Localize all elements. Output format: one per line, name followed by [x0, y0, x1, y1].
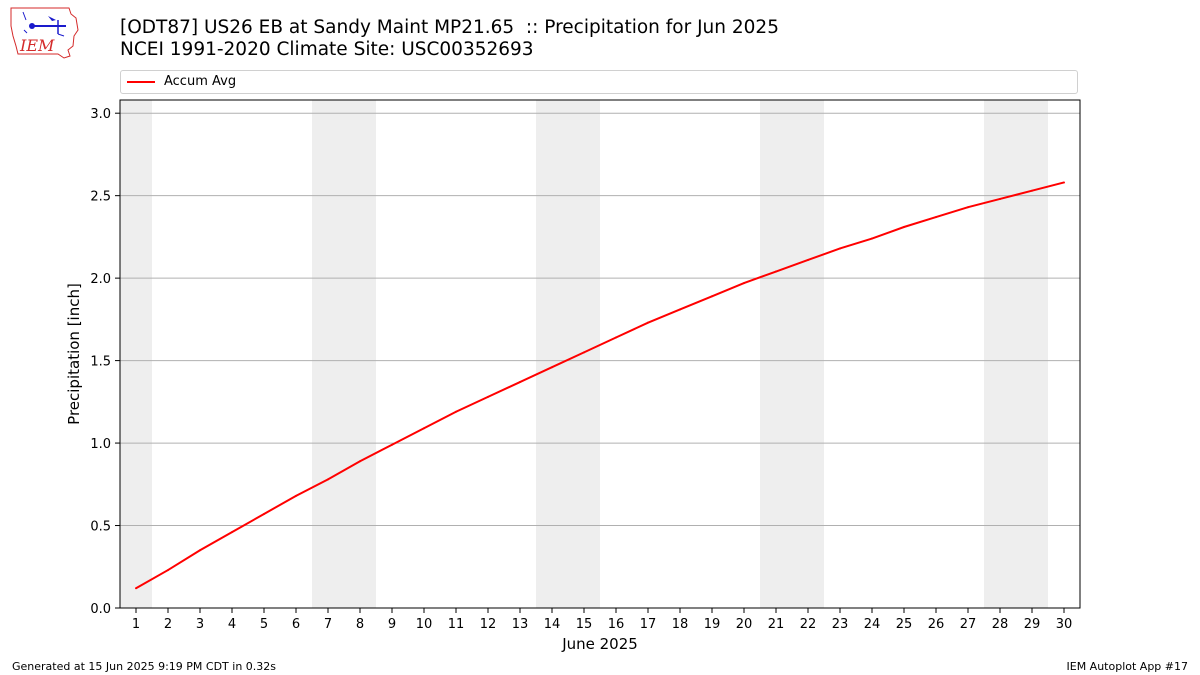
data-point: [583, 351, 585, 354]
data-point: [263, 512, 265, 515]
data-point: [423, 427, 425, 430]
footer-generated: Generated at 15 Jun 2025 9:19 PM CDT in …: [12, 660, 277, 673]
data-point: [455, 410, 457, 413]
data-point: [807, 258, 809, 261]
data-point: [711, 295, 713, 298]
y-axis-ticks: 0.0 0.5 1.0 1.5 2.0 2.5 3.0: [90, 107, 120, 617]
plot-frame: [119, 99, 1081, 609]
x-tick-label: 3: [196, 617, 204, 632]
legend: Accum Avg: [120, 70, 1078, 94]
x-tick-label: 8: [356, 617, 364, 632]
x-tick-label: 24: [864, 617, 881, 632]
x-axis-ticks: 1 2 3 4 5 6 7 8 9 10 11 12 13 14 15 16 17 18 19 20 21 22 23 24 2…: [132, 608, 1072, 632]
data-point: [967, 206, 969, 209]
weather-station-icon: [22, 11, 66, 37]
chart-subtitle: NCEI 1991-2020 Climate Site: USC00352693: [120, 39, 534, 60]
data-point: [167, 569, 169, 572]
data-point: [903, 226, 905, 228]
x-tick-label: 18: [672, 617, 689, 632]
footer-app-id: IEM Autoplot App #17: [1066, 660, 1189, 673]
x-tick-label: 4: [228, 617, 236, 632]
data-point: [679, 308, 681, 311]
y-axis-label: Precipitation [inch]: [65, 283, 83, 425]
x-tick-label: 2: [164, 617, 172, 632]
x-tick-label: 6: [292, 617, 300, 632]
weekend-band: [120, 100, 152, 608]
x-axis-label: June 2025: [561, 635, 638, 653]
x-tick-label: 9: [388, 617, 396, 632]
x-tick-label: 5: [260, 617, 268, 632]
data-point: [935, 216, 937, 219]
x-tick-label: 15: [576, 617, 593, 632]
data-point: [359, 460, 361, 463]
data-point: [871, 237, 873, 240]
x-tick-label: 1: [132, 617, 140, 632]
x-tick-label: 13: [512, 617, 529, 632]
weekend-band: [984, 100, 1048, 608]
y-tick-label: 3.0: [90, 107, 111, 122]
x-tick-label: 12: [480, 617, 497, 632]
series-layer: [135, 181, 1065, 590]
y-tick-label: 0.5: [90, 520, 111, 535]
logo-text: IEM: [19, 36, 55, 55]
legend-swatch-accum-avg: [127, 81, 155, 83]
series-line-accum-avg: [135, 181, 1065, 590]
chart-title: [ODT87] US26 EB at Sandy Maint MP21.65 :…: [120, 17, 779, 38]
iem-logo: IEM: [10, 7, 79, 59]
data-point: [551, 366, 553, 369]
data-point: [647, 321, 649, 324]
y-tick-label: 1.5: [90, 355, 111, 370]
data-point: [839, 247, 841, 250]
x-tick-label: 27: [960, 617, 977, 632]
x-tick-label: 23: [832, 617, 849, 632]
data-point: [231, 531, 233, 534]
data-point: [135, 587, 137, 590]
x-tick-label: 30: [1056, 617, 1073, 632]
data-point: [487, 395, 489, 398]
y-tick-label: 2.0: [90, 272, 111, 287]
data-point: [295, 494, 297, 497]
y-tick-label: 2.5: [90, 190, 111, 205]
data-point: [519, 381, 521, 384]
data-point: [743, 282, 745, 285]
x-tick-label: 21: [768, 617, 785, 632]
data-point: [1031, 189, 1033, 192]
x-tick-label: 16: [608, 617, 625, 632]
data-point: [199, 549, 201, 552]
data-point: [775, 270, 777, 273]
x-tick-label: 22: [800, 617, 817, 632]
x-tick-label: 29: [1024, 617, 1041, 632]
weekend-band: [312, 100, 376, 608]
y-tick-label: 0.0: [90, 602, 111, 617]
y-tick-label: 1.0: [90, 437, 111, 452]
x-tick-label: 20: [736, 617, 753, 632]
x-tick-label: 10: [416, 617, 433, 632]
x-tick-label: 26: [928, 617, 945, 632]
data-point: [327, 478, 329, 481]
data-point: [615, 336, 617, 339]
x-tick-label: 25: [896, 617, 913, 632]
weekend-bands: [120, 100, 1048, 608]
x-tick-label: 14: [544, 617, 561, 632]
data-point: [391, 443, 393, 446]
weekend-band: [760, 100, 824, 608]
data-point: [999, 197, 1001, 200]
legend-label-accum-avg: Accum Avg: [164, 74, 237, 89]
x-tick-label: 7: [324, 617, 332, 632]
x-tick-label: 28: [992, 617, 1009, 632]
data-point: [1063, 181, 1065, 184]
weekend-band: [536, 100, 600, 608]
x-tick-label: 19: [704, 617, 721, 632]
x-tick-label: 17: [640, 617, 657, 632]
x-tick-label: 11: [448, 617, 465, 632]
